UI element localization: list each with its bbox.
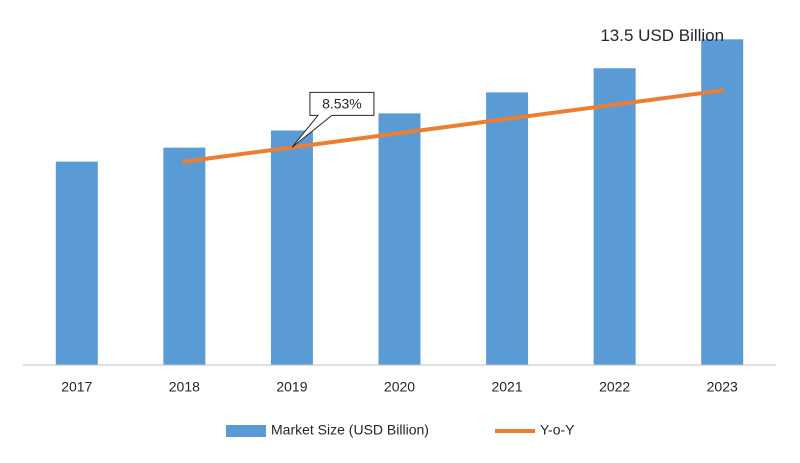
annotation: 8.53% [322,96,362,112]
bar [593,68,636,366]
trend-line [182,88,725,164]
data-label: 13.5 USD Billion [600,26,724,45]
legend-swatch [226,425,266,437]
x-tick-label: 2019 [276,379,307,395]
legend-label: Y-o-Y [540,422,575,438]
bar [701,39,744,366]
x-tick-label: 2023 [707,379,738,395]
x-tick-label: 2022 [599,379,630,395]
bar [486,92,529,365]
x-tick-label: 2018 [169,379,200,395]
legend: Market Size (USD Billion) Y-o-Y [226,422,575,438]
bar [270,130,313,365]
bar [163,147,206,365]
bar [378,113,421,366]
x-tick-label: 2017 [61,379,92,395]
bar [55,161,98,365]
callout [291,91,375,148]
x-tick-label: 2020 [384,379,415,395]
legend-label: Market Size (USD Billion) [271,422,429,438]
x-tick-label: 2021 [491,379,522,395]
